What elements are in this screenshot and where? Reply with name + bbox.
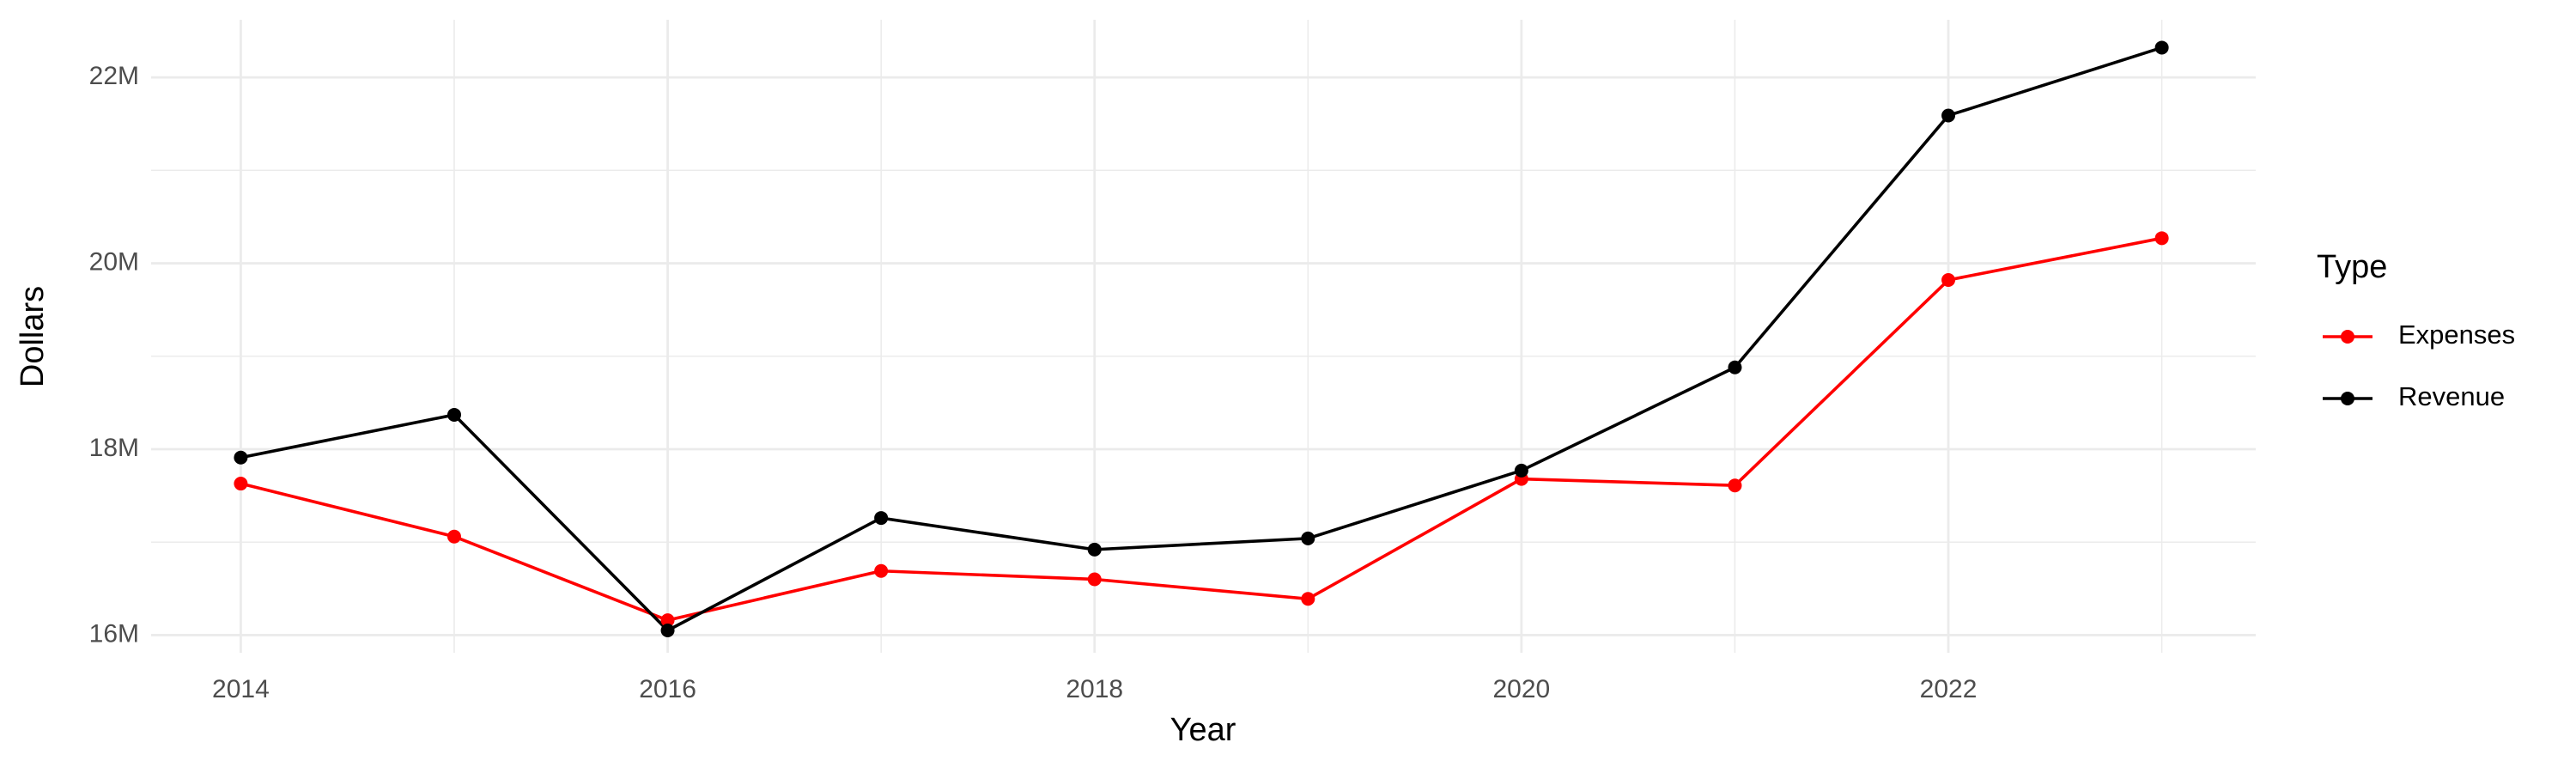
data-point	[1301, 592, 1315, 606]
data-point	[2154, 231, 2169, 246]
data-point	[234, 477, 248, 491]
data-point	[1941, 108, 1956, 123]
x-tick-label: 2016	[639, 675, 696, 703]
data-point	[660, 624, 675, 638]
grid	[151, 20, 2256, 653]
y-tick-label: 18M	[89, 434, 139, 462]
data-point	[234, 450, 248, 465]
data-point	[1301, 531, 1315, 545]
x-tick-label: 2014	[212, 675, 270, 703]
y-tick-label: 22M	[89, 62, 139, 90]
series-line	[240, 46, 2163, 633]
y-axis-title: Dollars	[15, 286, 51, 387]
data-point	[447, 407, 461, 422]
series-line	[240, 236, 2162, 623]
legend-label: Expenses	[2398, 320, 2515, 350]
x-tick-label: 2020	[1493, 675, 1551, 703]
y-tick-label: 16M	[89, 619, 139, 648]
data-point	[1514, 463, 1528, 478]
x-tick-label: 2018	[1066, 675, 1123, 703]
legend-title: Type	[2317, 249, 2387, 285]
x-tick-label: 2022	[1920, 675, 1978, 703]
data-point	[1728, 478, 1742, 493]
legend-key-point	[2341, 392, 2354, 405]
data-point	[1728, 360, 1742, 374]
data-point	[1087, 542, 1102, 557]
legend-label: Revenue	[2398, 381, 2505, 411]
x-axis-title: Year	[1170, 712, 1236, 748]
data-point	[874, 563, 889, 578]
data-point	[1087, 572, 1102, 587]
y-tick-label: 20M	[89, 247, 139, 276]
data-point	[874, 511, 889, 526]
data-point	[2154, 40, 2169, 55]
data-point	[660, 613, 675, 628]
data-point	[1941, 273, 1956, 288]
legend-key-point	[2341, 330, 2354, 344]
data-point	[447, 529, 461, 544]
